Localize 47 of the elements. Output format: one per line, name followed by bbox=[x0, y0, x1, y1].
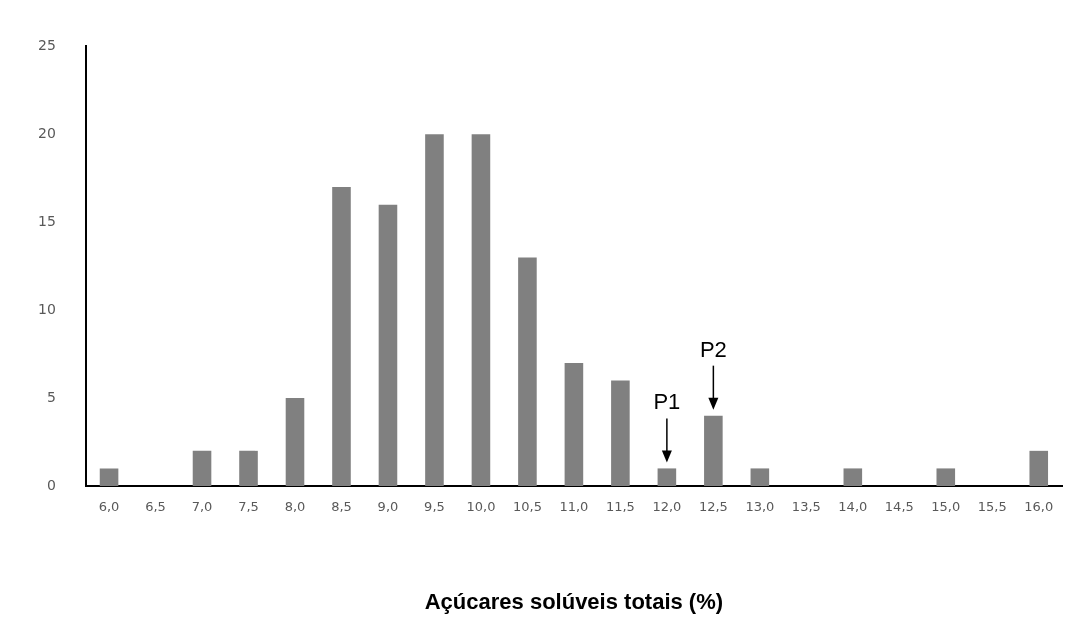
x-tick-label: 15,0 bbox=[931, 499, 961, 515]
bar bbox=[99, 468, 119, 486]
annotation: P2 bbox=[699, 336, 727, 362]
bar bbox=[471, 134, 491, 486]
x-tick-label: 7,0 bbox=[191, 499, 213, 515]
annotation: P1 bbox=[653, 389, 681, 415]
bar bbox=[239, 450, 258, 486]
x-tick-label: 7,5 bbox=[238, 499, 259, 515]
x-tick-label: 8,5 bbox=[331, 499, 352, 515]
y-tick-label: 20 bbox=[37, 124, 56, 141]
x-tick-label: 11,5 bbox=[605, 499, 635, 515]
x-tick-label: 11,0 bbox=[559, 499, 589, 515]
bar bbox=[936, 468, 956, 486]
x-tick-label: 14,5 bbox=[884, 499, 914, 515]
bar bbox=[285, 398, 305, 486]
x-tick-label: 13,5 bbox=[791, 499, 821, 515]
y-tick-label: 25 bbox=[37, 37, 56, 54]
bar bbox=[564, 362, 584, 486]
x-axis-title: Açúcares solúveis totais (%) bbox=[424, 588, 724, 614]
bar bbox=[518, 257, 537, 486]
bar bbox=[611, 380, 630, 486]
bar bbox=[704, 415, 723, 486]
bar bbox=[750, 468, 770, 486]
bar bbox=[332, 187, 351, 486]
bar bbox=[378, 204, 398, 486]
bar bbox=[1029, 450, 1049, 486]
x-tick-label: 6,5 bbox=[145, 499, 166, 515]
x-tick-label: 13,0 bbox=[745, 499, 775, 515]
x-tick-label: 12,5 bbox=[698, 499, 728, 515]
x-tick-label: 12,0 bbox=[652, 499, 682, 515]
x-tick-label: 9,5 bbox=[424, 499, 445, 515]
x-tick-label: 15,5 bbox=[977, 499, 1007, 515]
bar bbox=[425, 134, 444, 486]
x-tick-label: 8,0 bbox=[284, 499, 306, 515]
bar bbox=[657, 468, 677, 486]
x-tick-label: 16,0 bbox=[1024, 499, 1054, 515]
y-tick-label: 0 bbox=[46, 476, 56, 493]
x-tick-label: 6,0 bbox=[98, 499, 120, 515]
y-tick-label: 10 bbox=[37, 300, 56, 317]
x-tick-label: 9,0 bbox=[377, 499, 399, 515]
y-tick-label: 5 bbox=[46, 388, 56, 405]
bar bbox=[192, 450, 212, 486]
bar bbox=[843, 468, 863, 486]
y-tick-label: 15 bbox=[37, 212, 56, 229]
x-tick-label: 10,5 bbox=[512, 499, 542, 515]
x-tick-label: 14,0 bbox=[838, 499, 868, 515]
x-tick-label: 10,0 bbox=[466, 499, 496, 515]
